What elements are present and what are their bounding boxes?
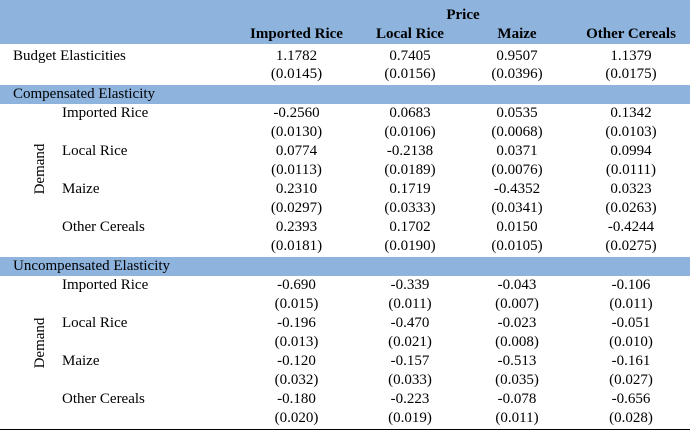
row-label: Local Rice [62, 315, 128, 331]
elasticity-value: -0.223 [390, 391, 430, 407]
elasticity-value: -0.470 [390, 315, 430, 331]
budget-se: (0.0175) [605, 66, 657, 82]
elasticity-value: -0.023 [497, 315, 537, 331]
standard-error: (0.020) [274, 410, 319, 426]
elasticity-value: -0.4244 [607, 219, 655, 235]
elasticity-value: 0.0683 [389, 105, 431, 121]
standard-error: (0.015) [274, 296, 319, 312]
compensated-demand-label: Demand [32, 143, 48, 195]
elasticity-value: -0.513 [497, 353, 537, 369]
standard-error: (0.0189) [384, 162, 436, 178]
standard-error: (0.0341) [491, 200, 543, 216]
standard-error: (0.0113) [271, 162, 322, 178]
standard-error: (0.0130) [270, 124, 323, 140]
elasticity-value: -0.051 [611, 315, 651, 331]
uncompensated-demand-label: Demand [32, 317, 48, 369]
standard-error: (0.0263) [605, 200, 657, 216]
budget-se: (0.0396) [491, 66, 543, 82]
budget-value: 1.1782 [275, 48, 318, 64]
standard-error: (0.0106) [384, 124, 436, 140]
elasticity-value: 0.0535 [496, 105, 538, 121]
standard-error: (0.0068) [491, 124, 543, 140]
standard-error: (0.021) [388, 334, 432, 350]
compensated-title: Compensated Elasticity [13, 86, 156, 102]
standard-error: (0.011) [388, 296, 432, 312]
standard-error: (0.013) [274, 334, 319, 350]
budget-value: 1.1379 [610, 48, 652, 64]
row-label: Imported Rice [62, 105, 149, 121]
elasticity-value: -0.690 [277, 277, 316, 293]
standard-error: (0.028) [609, 410, 653, 426]
budget-label: Budget Elasticities [13, 48, 126, 64]
standard-error: (0.027) [609, 372, 653, 388]
standard-error: (0.0190) [384, 238, 436, 254]
standard-error: (0.0076) [491, 162, 543, 178]
standard-error: (0.0275) [605, 238, 657, 254]
elasticity-value: -0.120 [277, 353, 316, 369]
col-header-local-rice: Local Rice [376, 26, 444, 42]
row-label: Maize [62, 353, 100, 369]
budget-se: (0.0156) [384, 66, 436, 82]
standard-error: (0.011) [495, 410, 539, 426]
col-header-maize: Maize [497, 26, 537, 42]
standard-error: (0.0105) [491, 238, 543, 254]
uncompensated-title: Uncompensated Elasticity [13, 258, 171, 274]
elasticity-value: -0.2138 [386, 143, 434, 159]
standard-error: (0.0111) [605, 162, 657, 178]
standard-error: (0.019) [388, 410, 432, 426]
standard-error: (0.0333) [384, 200, 436, 216]
elasticity-value: 0.0371 [496, 143, 538, 159]
table-header-band [0, 0, 690, 44]
standard-error: (0.007) [495, 296, 539, 312]
elasticity-value: -0.656 [611, 391, 651, 407]
standard-error: (0.0297) [270, 200, 323, 216]
elasticity-value: -0.157 [390, 353, 430, 369]
standard-error: (0.011) [609, 296, 653, 312]
uncompensated-section-band [0, 257, 690, 276]
elasticity-value: -0.161 [611, 353, 651, 369]
elasticity-value: -0.2560 [273, 105, 320, 121]
elasticity-value: 0.2393 [275, 219, 318, 235]
elasticity-value: 0.0150 [496, 219, 538, 235]
standard-error: (0.032) [274, 372, 319, 388]
elasticity-value: -0.043 [497, 277, 537, 293]
price-header: Price [446, 7, 480, 23]
budget-value: 0.9507 [496, 48, 538, 64]
row-label: Imported Rice [62, 277, 149, 293]
elasticity-value: 0.1719 [389, 181, 431, 197]
standard-error: (0.033) [388, 372, 432, 388]
col-header-other-cereals: Other Cereals [586, 26, 676, 42]
standard-error: (0.035) [495, 372, 539, 388]
elasticity-value: -0.078 [497, 391, 537, 407]
budget-se: (0.0145) [270, 66, 323, 82]
elasticity-value: 0.2310 [275, 181, 318, 197]
standard-error: (0.010) [609, 334, 653, 350]
standard-error: (0.008) [495, 334, 539, 350]
elasticity-value: -0.196 [277, 315, 316, 331]
compensated-section-band [0, 85, 690, 104]
standard-error: (0.0103) [605, 124, 657, 140]
elasticity-value: -0.4352 [493, 181, 541, 197]
elasticity-value: 0.0994 [610, 143, 652, 159]
row-label: Other Cereals [62, 391, 145, 407]
row-label: Other Cereals [62, 219, 145, 235]
elasticity-value: -0.106 [611, 277, 651, 293]
table-bottom-rule [0, 429, 690, 430]
elasticity-value: 0.1702 [389, 219, 431, 235]
elasticity-value: -0.180 [277, 391, 316, 407]
elasticity-value: -0.339 [390, 277, 430, 293]
col-header-imported-rice: Imported Rice [250, 26, 343, 42]
row-label: Maize [62, 181, 100, 197]
standard-error: (0.0181) [270, 238, 323, 254]
elasticity-value: 0.0774 [275, 143, 318, 159]
elasticity-value: 0.1342 [610, 105, 652, 121]
budget-value: 0.7405 [389, 48, 431, 64]
row-label: Local Rice [62, 143, 128, 159]
elasticity-value: 0.0323 [610, 181, 652, 197]
